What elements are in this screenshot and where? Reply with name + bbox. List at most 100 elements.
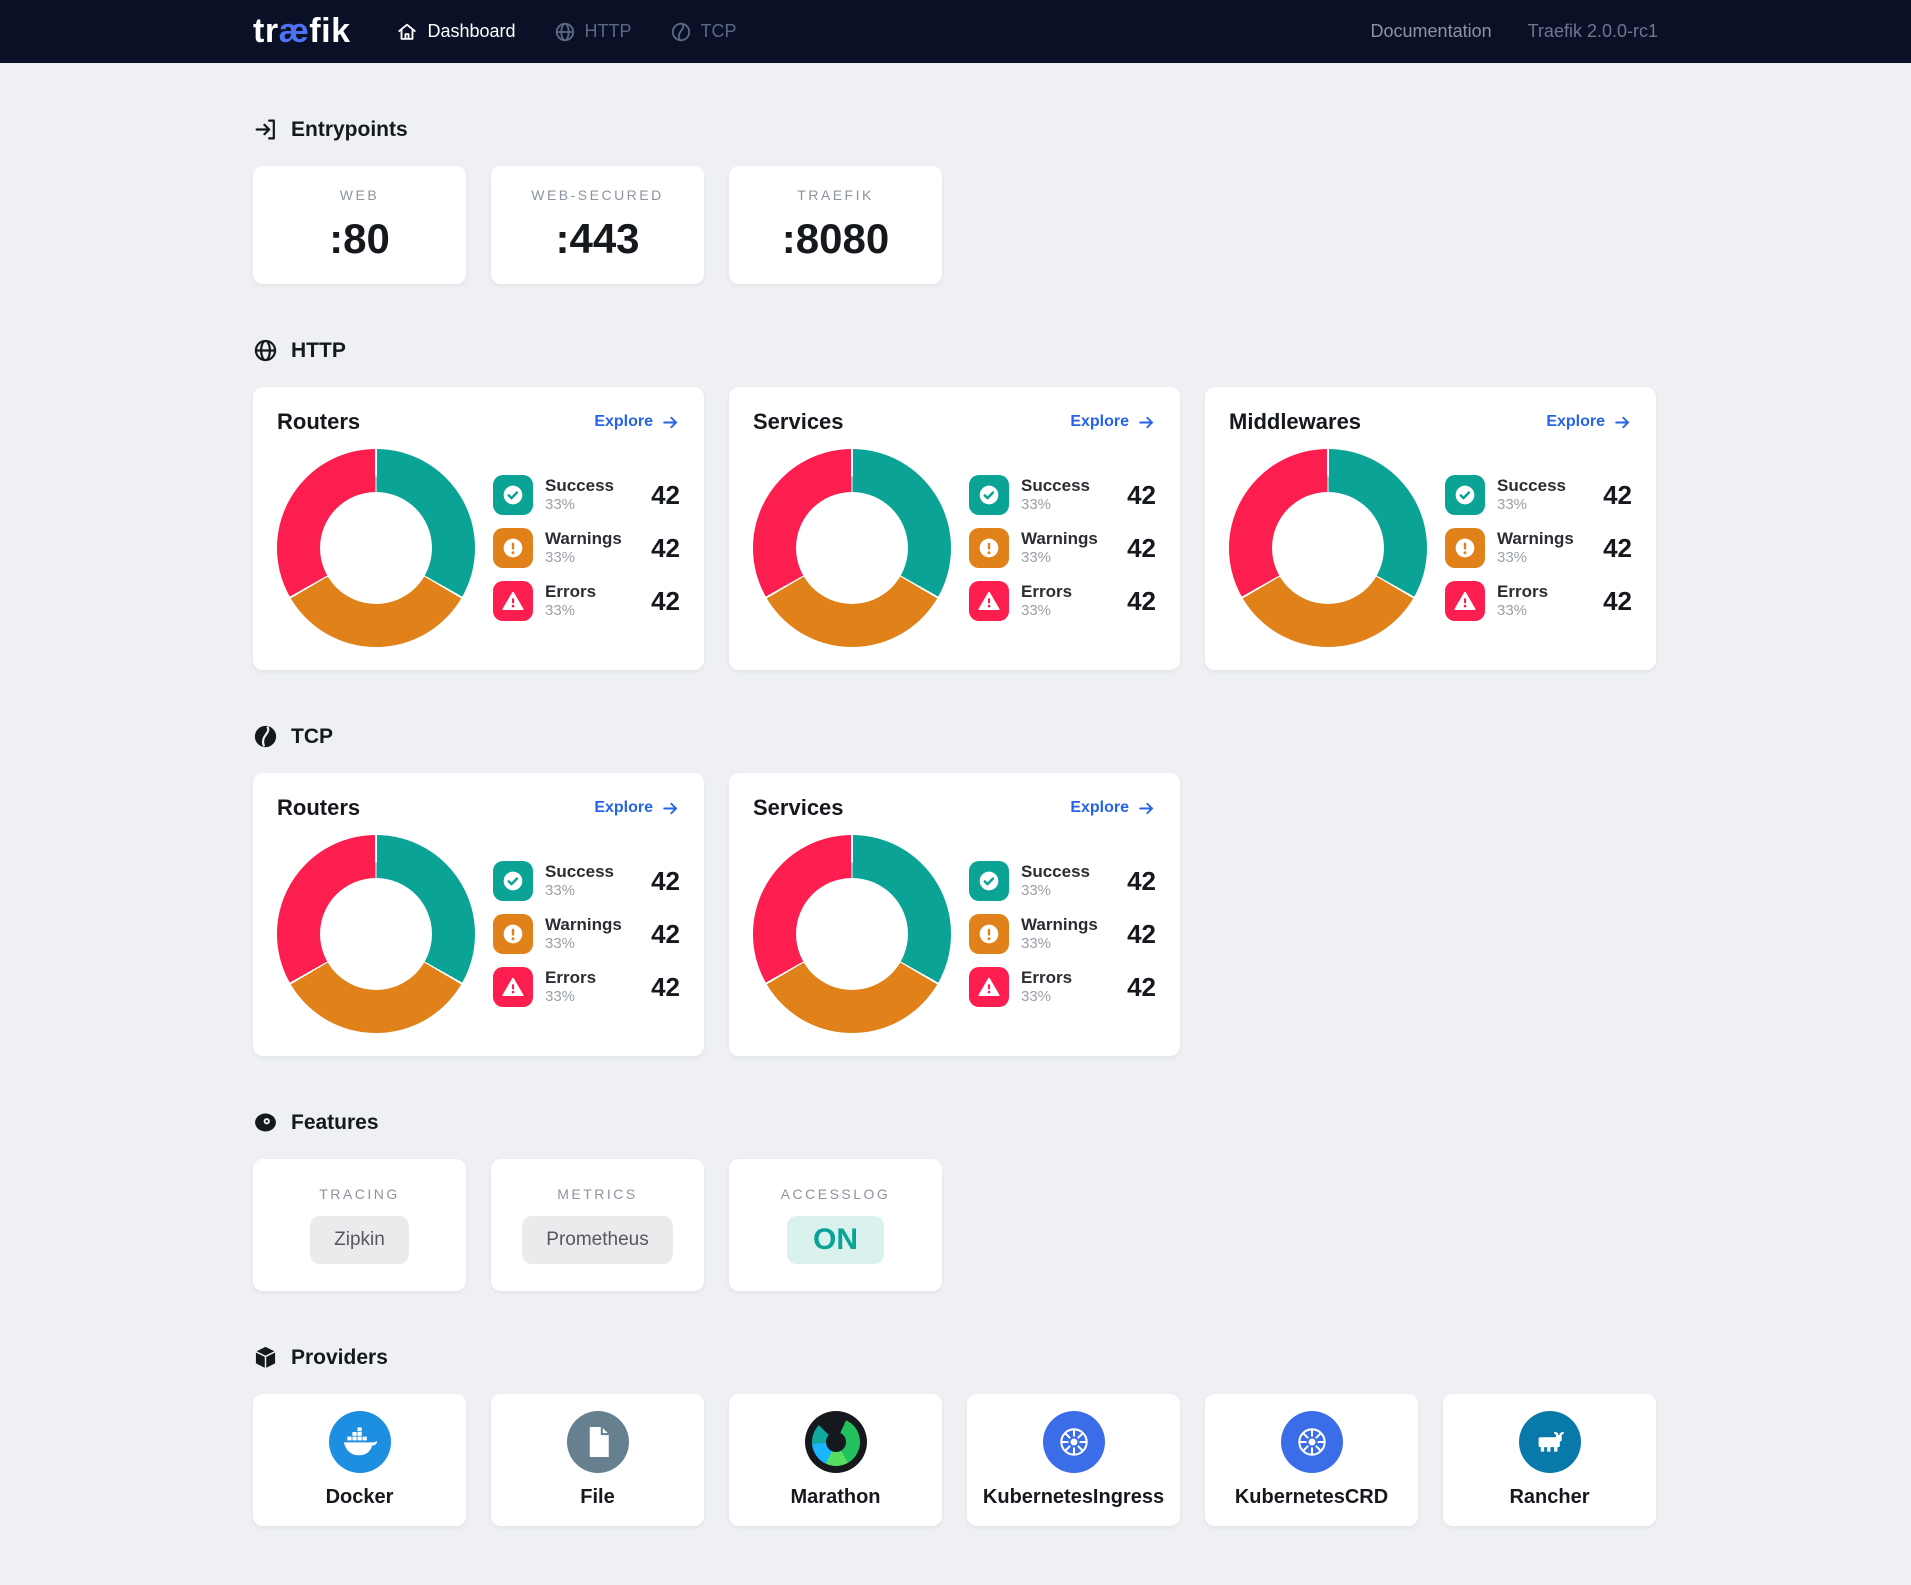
explore-link[interactable]: Explore xyxy=(594,413,680,432)
legend-percent: 33% xyxy=(545,549,576,567)
section-title: Entrypoints xyxy=(291,117,408,141)
documentation-link[interactable]: Documentation xyxy=(1370,21,1492,41)
provider-card-kubernetes-ingress: KubernetesIngress xyxy=(967,1394,1180,1526)
entrypoint-port: :443 xyxy=(555,215,640,262)
provider-card-marathon: Marathon xyxy=(729,1394,942,1526)
error-badge xyxy=(969,967,1009,1007)
section-title: Providers xyxy=(291,1345,388,1369)
arrow-right-icon xyxy=(663,802,677,814)
legend-label: Success xyxy=(545,475,614,495)
provider-card-rancher: Rancher xyxy=(1443,1394,1656,1526)
legend-row-errors: Errors 33% 42 xyxy=(1445,581,1632,621)
warning-triangle-icon xyxy=(978,591,1000,611)
chart-legend: Success 33% 42 Warnings 33% 42 xyxy=(493,861,680,1007)
providers-cards: Docker Marathon File Marathon Kubern xyxy=(253,1394,1659,1526)
section-title: TCP xyxy=(291,724,333,748)
legend-label: Warnings xyxy=(545,914,622,934)
legend-label: Success xyxy=(1021,475,1090,495)
arrow-right-icon xyxy=(663,416,677,428)
provider-card-docker: Docker xyxy=(253,1394,466,1526)
feature-value-pill: ON xyxy=(787,1216,884,1264)
legend-percent: 33% xyxy=(545,602,576,620)
legend-percent: 33% xyxy=(545,882,576,900)
chart-card-header: Routers Explore xyxy=(277,409,680,435)
legend-percent: 33% xyxy=(1497,602,1528,620)
section-title: HTTP xyxy=(291,338,346,362)
legend-percent: 33% xyxy=(545,496,576,514)
legend-value: 42 xyxy=(651,865,680,896)
file-icon xyxy=(566,1411,629,1473)
success-badge xyxy=(969,475,1009,515)
home-icon xyxy=(398,23,417,40)
donut-chart xyxy=(753,449,951,647)
legend-row-warnings: Warnings 33% 42 xyxy=(969,528,1156,568)
traefik-logo[interactable]: træfik xyxy=(253,12,351,50)
exclamation-circle-icon xyxy=(503,538,523,558)
explore-label: Explore xyxy=(1070,413,1129,430)
nav-item-dashboard[interactable]: Dashboard xyxy=(396,21,516,43)
provider-name: File xyxy=(580,1486,615,1508)
legend-row-success: Success 33% 42 xyxy=(969,861,1156,901)
legend-value: 42 xyxy=(651,918,680,949)
success-badge xyxy=(493,475,533,515)
legend-row-success: Success 33% 42 xyxy=(1445,475,1632,515)
nav-item-tcp[interactable]: TCP xyxy=(670,21,737,43)
chart-card: Routers Explore Success 33% 42 xyxy=(253,773,704,1056)
warning-badge xyxy=(969,528,1009,568)
entrypoint-port: :8080 xyxy=(781,215,890,262)
login-icon xyxy=(255,119,275,140)
explore-label: Explore xyxy=(1546,413,1605,430)
check-circle-icon xyxy=(503,485,523,505)
explore-link[interactable]: Explore xyxy=(1070,799,1156,818)
chart-card-title: Services xyxy=(753,795,844,820)
check-circle-icon xyxy=(503,871,523,891)
warning-badge xyxy=(493,528,533,568)
chart-legend: Success 33% 42 Warnings 33% 42 xyxy=(493,475,680,621)
feature-card-metrics: METRICS Prometheus xyxy=(491,1159,704,1291)
legend-row-warnings: Warnings 33% 42 xyxy=(493,528,680,568)
legend-label: Success xyxy=(545,861,614,881)
explore-link[interactable]: Explore xyxy=(1070,413,1156,432)
check-circle-icon xyxy=(1455,485,1475,505)
entrypoint-card-web: WEB :80 xyxy=(253,166,466,284)
warning-badge xyxy=(1445,528,1485,568)
rancher-bull-icon xyxy=(1518,1411,1581,1473)
legend-percent: 33% xyxy=(545,988,576,1006)
feature-card-accesslog: ACCESSLOG ON xyxy=(729,1159,942,1291)
legend-percent: 33% xyxy=(1021,496,1052,514)
legend-value: 42 xyxy=(1603,479,1632,510)
chart-card: Services Explore Success 33% 42 xyxy=(729,387,1180,670)
nav-item-label: HTTP xyxy=(584,21,632,41)
tcp-icon xyxy=(671,22,690,41)
error-badge xyxy=(969,581,1009,621)
chart-card-body: Success 33% 42 Warnings 33% 42 xyxy=(277,835,680,1033)
legend-value: 42 xyxy=(1603,585,1632,616)
entrypoint-label: WEB-SECURED xyxy=(531,187,664,203)
exclamation-circle-icon xyxy=(979,924,999,944)
provider-name: KubernetesIngress xyxy=(982,1486,1165,1508)
error-badge xyxy=(1445,581,1485,621)
tcp-icon xyxy=(254,725,277,748)
chart-card-body: Success 33% 42 Warnings 33% 42 xyxy=(277,449,680,647)
legend-value: 42 xyxy=(1603,532,1632,563)
chart-legend: Success 33% 42 Warnings 33% 42 xyxy=(1445,475,1632,621)
donut-chart xyxy=(277,835,475,1033)
entrypoints-section-heading: Entrypoints xyxy=(253,117,1659,142)
legend-value: 42 xyxy=(651,532,680,563)
explore-label: Explore xyxy=(1070,799,1129,816)
legend-row-warnings: Warnings 33% 42 xyxy=(1445,528,1632,568)
legend-value: 42 xyxy=(1127,865,1156,896)
exclamation-circle-icon xyxy=(1455,538,1475,558)
chart-card: Middlewares Explore Success 33% 42 xyxy=(1205,387,1656,670)
tcp-cards: Routers Explore Success 33% 42 xyxy=(253,773,1659,1056)
nav-item-http[interactable]: HTTP xyxy=(554,21,632,43)
legend-percent: 33% xyxy=(1021,549,1052,567)
chart-card-body: Success 33% 42 Warnings 33% 42 xyxy=(1229,449,1632,647)
explore-link[interactable]: Explore xyxy=(1546,413,1632,432)
check-circle-icon xyxy=(979,485,999,505)
legend-value: 42 xyxy=(1127,971,1156,1002)
legend-percent: 33% xyxy=(1021,602,1052,620)
cube-icon xyxy=(255,1346,276,1369)
explore-link[interactable]: Explore xyxy=(594,799,680,818)
chart-card-header: Services Explore xyxy=(753,409,1156,435)
